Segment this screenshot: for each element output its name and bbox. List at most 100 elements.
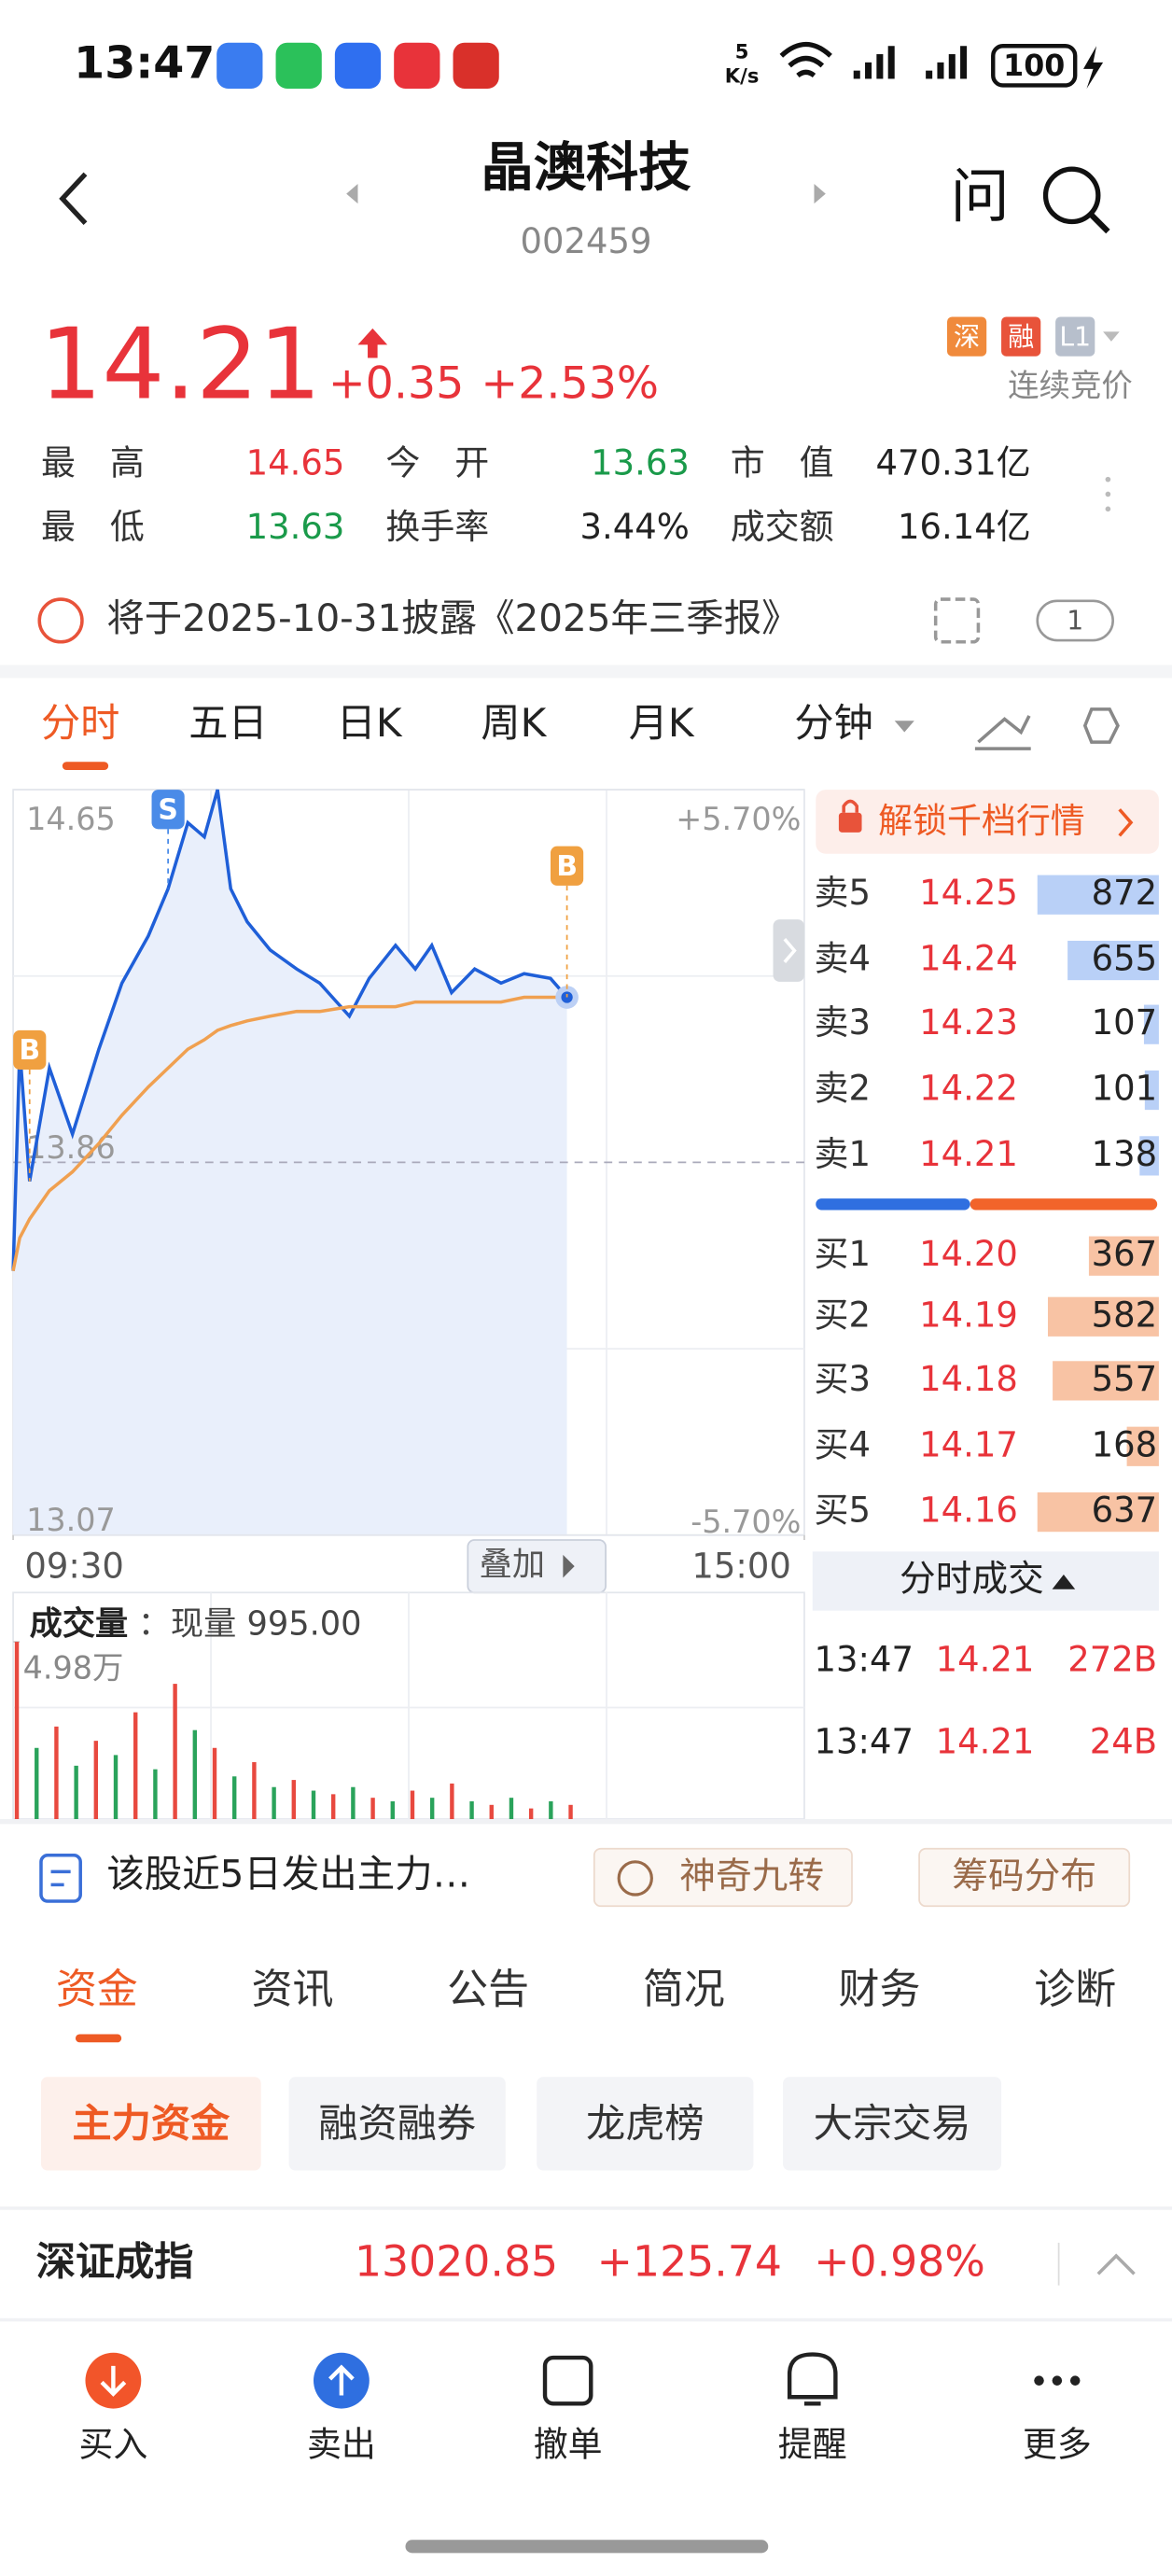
indicator-icon[interactable]	[974, 715, 1031, 750]
sell-arrow	[328, 2364, 355, 2396]
info-button[interactable]	[593, 1847, 853, 1908]
sub-tab-bg[interactable]	[288, 2077, 506, 2171]
volume-bar	[549, 1800, 553, 1820]
book-label: 买3	[815, 1359, 871, 1399]
trades-header[interactable]	[812, 1551, 1159, 1611]
section-tab[interactable]: 简况	[643, 1966, 725, 2013]
trade-marker	[551, 846, 584, 886]
stat-label: 换手率	[385, 507, 489, 547]
nav-label[interactable]: 买入	[78, 2425, 147, 2465]
volume-bar	[469, 1800, 474, 1820]
volume-bar	[113, 1755, 119, 1820]
unlock-button[interactable]	[816, 790, 1159, 854]
signal-bar	[887, 46, 895, 79]
last-price: 14.21	[39, 306, 321, 421]
search-icon-handle	[1089, 213, 1110, 234]
book-label: 卖1	[815, 1134, 871, 1174]
volume-bar	[232, 1776, 237, 1820]
search-icon[interactable]	[1042, 166, 1101, 225]
sub-tab-bg[interactable]	[537, 2077, 754, 2171]
chart-tab[interactable]: 五日	[188, 700, 267, 746]
sub-tab-bg[interactable]	[40, 2077, 261, 2171]
book-volume: 168	[1092, 1424, 1158, 1464]
calendar-icon[interactable]	[933, 597, 981, 644]
price-change: +0.35	[328, 357, 465, 409]
info-button-label: 神奇九转	[679, 1855, 824, 1897]
trade-time: 13:47	[815, 1722, 914, 1762]
trades-sort-arrow	[1052, 1574, 1076, 1589]
trade-marker-label: B	[556, 850, 578, 883]
next-stock[interactable]	[814, 184, 826, 204]
info-icon	[39, 1854, 82, 1903]
side-handle[interactable]	[773, 919, 804, 982]
volume-bar	[351, 1786, 356, 1820]
charging-icon	[1083, 46, 1104, 89]
app-icon	[453, 42, 499, 89]
info-text[interactable]: 该股近5日发出主力…	[106, 1852, 470, 1897]
more-dot	[1105, 491, 1111, 497]
trade-marker	[13, 1029, 47, 1071]
back-button[interactable]	[59, 172, 88, 226]
volume-bar	[93, 1741, 99, 1820]
volume-bar	[192, 1729, 198, 1820]
book-volume: 557	[1092, 1359, 1158, 1399]
volume-bar	[153, 1769, 158, 1820]
stat-value: 16.14亿	[898, 507, 1031, 547]
book-price: 14.16	[919, 1491, 1018, 1531]
section-tab-active[interactable]: 资金	[56, 1966, 138, 2013]
nav-label[interactable]: 更多	[1023, 2425, 1092, 2465]
stat-label: 市 值	[731, 442, 834, 483]
info-button[interactable]	[918, 1847, 1131, 1908]
settings-icon[interactable]	[1082, 707, 1120, 744]
nav-label[interactable]: 撤单	[534, 2425, 603, 2465]
trade-marker-label: B	[19, 1034, 40, 1067]
book-label: 买1	[815, 1234, 871, 1274]
section-tab[interactable]: 公告	[447, 1966, 529, 2013]
stat-value: 3.44%	[579, 507, 689, 547]
notice-text[interactable]: 将于2025-10-31披露《2025年三季报》	[106, 595, 799, 640]
market-badge-bg	[1055, 316, 1095, 357]
stat-label: 最 低	[41, 507, 145, 547]
book-label: 买5	[815, 1491, 871, 1531]
chart-tab[interactable]: 周K	[481, 700, 547, 746]
section-tab[interactable]: 资讯	[252, 1966, 334, 2013]
panel-bottom-edge	[0, 1819, 1172, 1825]
section-tab[interactable]: 财务	[839, 1966, 921, 2013]
stat-value: 13.63	[246, 507, 345, 547]
chart-tab[interactable]: 日K	[337, 700, 403, 746]
stock-code: 002459	[520, 221, 651, 261]
stat-label: 最 高	[41, 442, 145, 483]
expand-chevron[interactable]	[1096, 2253, 1136, 2275]
bid-volume-bar	[1037, 1492, 1159, 1533]
chart-tab-underline	[62, 762, 109, 771]
prev-stock[interactable]	[346, 184, 358, 204]
volume-bar	[14, 1642, 20, 1820]
signal-bar	[853, 70, 860, 79]
nav-label[interactable]: 提醒	[778, 2425, 847, 2465]
trade-time: 13:47	[815, 1640, 914, 1680]
buy-arrow	[100, 2365, 127, 2397]
book-price: 14.23	[919, 1002, 1018, 1043]
nav-label[interactable]: 卖出	[307, 2425, 376, 2465]
volume-bar	[252, 1762, 257, 1820]
section-tab[interactable]: 诊断	[1034, 1966, 1116, 2013]
last-point	[561, 991, 573, 1003]
bell-icon	[787, 2352, 838, 2406]
book-price: 14.19	[919, 1295, 1018, 1335]
volume-subtitle: ：现量 995.00	[138, 1604, 362, 1643]
chart-tab-active[interactable]: 分时	[41, 700, 119, 746]
chart-tab[interactable]: 分钟	[794, 700, 872, 746]
sub-tab-bg[interactable]	[783, 2077, 1002, 2171]
book-label: 卖5	[815, 873, 871, 913]
more-dot	[1105, 476, 1111, 483]
volume-bar	[74, 1765, 78, 1820]
volume-bar	[450, 1783, 454, 1820]
ask-button[interactable]: 问	[951, 161, 1010, 231]
chart-tab[interactable]: 月K	[629, 700, 695, 746]
trade-marker	[151, 790, 185, 830]
battery	[991, 44, 1078, 88]
divider	[0, 2206, 1172, 2210]
book-volume: 138	[1092, 1134, 1158, 1174]
